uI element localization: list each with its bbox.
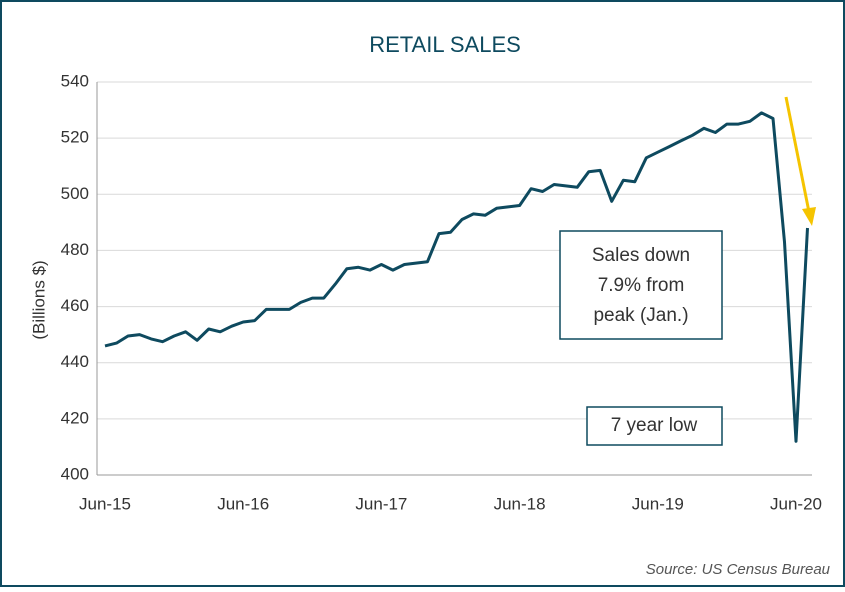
y-tick-label: 520 [61, 128, 89, 147]
y-tick-label: 460 [61, 296, 89, 315]
line [104, 111, 809, 443]
arrow-head [802, 207, 816, 226]
x-tick-label: Jun-18 [494, 494, 546, 513]
y-tick-label: 540 [61, 71, 89, 90]
y-axis-label: (Billions $) [29, 260, 48, 339]
x-tick-label: Jun-15 [79, 494, 131, 513]
y-tick-label: 420 [61, 408, 89, 427]
y-tick-label: 500 [61, 184, 89, 203]
chart-title: RETAIL SALES [369, 32, 521, 57]
y-tick-label: 440 [61, 352, 89, 371]
source: Source: US Census Bureau [646, 561, 831, 578]
annotation: 7.9% from [598, 275, 685, 296]
annotation-box [586, 406, 723, 446]
annotation: 7 year low [611, 415, 698, 436]
y-tick-label: 400 [61, 464, 89, 483]
annotation: Sales down [592, 245, 690, 266]
annotation: peak (Jan.) [593, 305, 688, 326]
y-tick-label: 480 [61, 240, 89, 259]
arrow [784, 96, 811, 213]
x-tick-label: Jun-19 [632, 494, 684, 513]
x-tick-label: Jun-16 [217, 494, 269, 513]
annotation-box [559, 230, 723, 340]
x-tick-label: Jun-20 [770, 494, 822, 513]
x-tick-label: Jun-17 [355, 494, 407, 513]
